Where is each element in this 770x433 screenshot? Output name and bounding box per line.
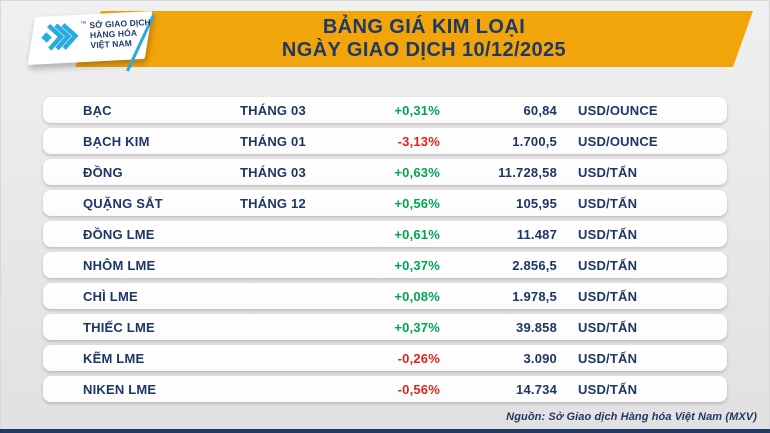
price-unit: USD/TẤN: [578, 381, 638, 397]
percent-change: -0,56%: [397, 381, 440, 397]
contract-month: THÁNG 03: [240, 164, 306, 180]
percent-change: +0,61%: [394, 226, 440, 242]
price-value: 1.978,5: [512, 288, 557, 304]
price-unit: USD/TẤN: [578, 226, 638, 242]
percent-change: +0,63%: [394, 164, 440, 180]
mxv-chevron-logo-icon: [41, 23, 79, 51]
metal-name: BẠC: [83, 102, 112, 118]
mxv-logo-text: SỞ GIAO DỊCH HÀNG HÓA VIỆT NAM: [89, 17, 152, 50]
price-unit: USD/TẤN: [578, 319, 638, 335]
header-banner: BẢNG GIÁ KIM LOẠI NGÀY GIAO DỊCH 10/12/2…: [75, 11, 753, 67]
price-value: 2.856,5: [512, 257, 557, 273]
percent-change: +0,37%: [394, 319, 440, 335]
trademark-symbol: ™: [80, 21, 87, 28]
metal-name: ĐỒNG: [83, 164, 123, 180]
table-row: BẠCH KIM THÁNG 01 -3,13% 1.700,5 USD/OUN…: [43, 128, 727, 154]
table-row: CHÌ LME +0,08% 1.978,5 USD/TẤN: [43, 283, 727, 309]
price-unit: USD/OUNCE: [578, 102, 658, 118]
source-note: Nguồn: Sở Giao dịch Hàng hóa Việt Nam (M…: [506, 411, 757, 423]
percent-change: +0,31%: [394, 102, 440, 118]
metal-name: BẠCH KIM: [83, 133, 150, 149]
price-value: 14.734: [516, 381, 557, 397]
price-unit: USD/TẤN: [578, 164, 638, 180]
metal-name: THIẾC LME: [83, 319, 155, 335]
price-unit: USD/TẤN: [578, 195, 638, 211]
price-value: 11.487: [516, 226, 557, 242]
price-value: 39.858: [516, 319, 557, 335]
table-row: THIẾC LME +0,37% 39.858 USD/TẤN: [43, 314, 727, 340]
price-value: 105,95: [516, 195, 557, 211]
board-title: BẢNG GIÁ KIM LOẠI: [322, 16, 526, 38]
table-row: ĐỒNG LME +0,61% 11.487 USD/TẤN: [43, 221, 727, 247]
bottom-bar: [0, 429, 770, 433]
price-unit: USD/TẤN: [578, 288, 638, 304]
percent-change: +0,37%: [394, 257, 440, 273]
price-value: 11.728,58: [498, 164, 557, 180]
metal-name: QUẶNG SẮT: [83, 195, 163, 211]
price-unit: USD/OUNCE: [578, 133, 658, 149]
contract-month: THÁNG 01: [240, 133, 306, 149]
price-value: 60,84: [523, 102, 557, 118]
percent-change: -0,26%: [397, 350, 440, 366]
logo-text-line3: VIỆT NAM: [90, 38, 133, 51]
metal-name: KẼM LME: [83, 350, 145, 366]
price-value: 3.090: [523, 350, 557, 366]
metal-name: CHÌ LME: [83, 288, 138, 304]
metal-name: NHÔM LME: [83, 257, 156, 273]
contract-month: THÁNG 12: [240, 195, 306, 211]
price-unit: USD/TẤN: [578, 350, 638, 366]
table-row: KẼM LME -0,26% 3.090 USD/TẤN: [43, 345, 727, 371]
mxv-logo: ™ SỞ GIAO DỊCH HÀNG HÓA VIỆT NAM: [35, 16, 152, 54]
price-table: BẠC THÁNG 03 +0,31% 60,84 USD/OUNCE BẠCH…: [43, 97, 727, 407]
table-row: NHÔM LME +0,37% 2.856,5 USD/TẤN: [43, 252, 727, 278]
percent-change: -3,13%: [397, 133, 440, 149]
contract-month: THÁNG 03: [240, 102, 306, 118]
board-subtitle: NGÀY GIAO DỊCH 10/12/2025: [281, 39, 567, 61]
percent-change: +0,56%: [394, 195, 440, 211]
table-row: NIKEN LME -0,56% 14.734 USD/TẤN: [43, 376, 727, 402]
table-row: ĐỒNG THÁNG 03 +0,63% 11.728,58 USD/TẤN: [43, 159, 727, 185]
metal-name: ĐỒNG LME: [83, 226, 155, 242]
table-row: QUẶNG SẮT THÁNG 12 +0,56% 105,95 USD/TẤN: [43, 190, 727, 216]
table-row: BẠC THÁNG 03 +0,31% 60,84 USD/OUNCE: [43, 97, 727, 123]
percent-change: +0,08%: [394, 288, 440, 304]
price-unit: USD/TẤN: [578, 257, 638, 273]
price-value: 1.700,5: [512, 133, 557, 149]
metal-name: NIKEN LME: [83, 381, 157, 397]
